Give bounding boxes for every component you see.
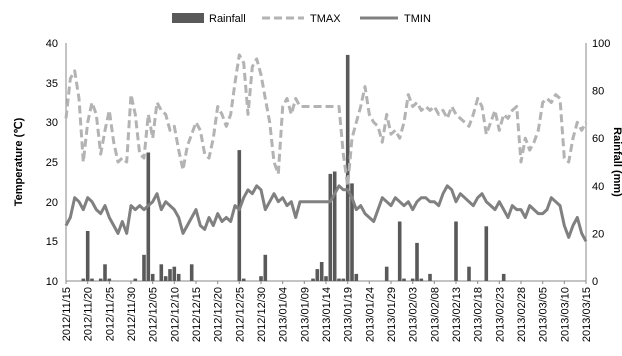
rainfall-bars	[81, 54, 506, 282]
right-tick-label: 20	[592, 228, 604, 240]
rainfall-bar	[484, 226, 489, 281]
legend-rainfall-swatch	[172, 13, 204, 23]
rainfall-bar	[328, 173, 333, 281]
x-tick-label: 2013/02/23	[494, 287, 506, 342]
x-tick-label: 2013/02/28	[516, 287, 528, 342]
x-tick-label: 2012/12/05	[148, 287, 160, 342]
rainfall-bar	[354, 273, 359, 281]
x-tick-label: 2013/01/19	[343, 287, 355, 342]
left-tick-label: 10	[46, 276, 58, 288]
rainfall-bar	[103, 264, 107, 281]
rainfall-bar	[428, 273, 432, 281]
rainfall-bar	[324, 276, 328, 281]
x-tick-label: 2012/12/25	[234, 287, 246, 342]
rainfall-bar	[159, 264, 164, 281]
x-tick-label: 2013/01/14	[321, 287, 333, 342]
right-tick-label: 40	[592, 181, 604, 193]
rainfall-bar	[332, 171, 337, 281]
left-tick-label: 30	[46, 117, 58, 129]
right-tick-label: 100	[592, 38, 610, 50]
tmax-line	[64, 53, 588, 188]
rainfall-bar	[415, 242, 419, 281]
rainfall-bar	[410, 278, 415, 281]
rainfall-bar	[90, 278, 94, 281]
rainfall-bar	[345, 54, 350, 282]
rainfall-bar	[402, 278, 406, 281]
rainfall-bar	[168, 269, 172, 281]
x-tick-label: 2013/02/03	[408, 287, 420, 342]
left-tick-label: 20	[46, 197, 58, 209]
legend: Rainfall TMAX TMIN	[172, 13, 431, 25]
legend-tmax-label: TMAX	[310, 13, 341, 25]
rainfall-bar	[311, 278, 315, 281]
x-tick-label: 2012/11/25	[104, 287, 116, 341]
right-tick-label: 0	[592, 276, 598, 288]
rainfall-bar	[467, 266, 471, 281]
right-axis-title: Rainfall (mm)	[611, 127, 622, 197]
x-tick-label: 2012/11/30	[126, 287, 138, 341]
x-tick-label: 2012/12/10	[169, 287, 181, 342]
right-tick-label: 80	[592, 86, 604, 98]
x-tick-label: 2013/01/24	[364, 287, 376, 342]
rainfall-bar	[397, 221, 402, 281]
rainfall-bar	[384, 266, 389, 281]
x-tick-label: 2013/02/08	[429, 287, 441, 342]
rainfall-bar	[107, 278, 112, 281]
rainfall-bar	[85, 231, 90, 281]
x-tick-labels: 2012/11/15 2012/11/20 2012/11/25 2012/11/30…	[61, 281, 593, 342]
x-tick-label: 2012/12/15	[191, 287, 203, 342]
rainfall-bar	[142, 254, 146, 281]
rainfall-bar	[146, 152, 151, 281]
rainfall-bar	[163, 276, 168, 281]
left-tick-label: 15	[46, 236, 58, 248]
x-tick-label: 2013/03/10	[559, 287, 571, 342]
rainfall-bar	[150, 273, 155, 281]
rainfall-bar	[337, 278, 341, 281]
rainfall-bar	[133, 278, 138, 281]
x-tick-label: 2013/02/13	[451, 287, 463, 342]
x-tick-label: 2013/02/18	[473, 287, 485, 342]
x-tick-label: 2012/11/20	[83, 287, 95, 341]
rainfall-bar	[237, 150, 242, 281]
rainfall-bar	[315, 269, 320, 281]
x-tick-label: 2012/11/15	[61, 287, 73, 341]
left-tick-label: 35	[46, 78, 58, 90]
rainfall-bar	[241, 278, 246, 281]
left-axis-title: Temperature (℃)	[13, 117, 25, 206]
tmin-line	[64, 184, 588, 243]
rainfall-bar	[319, 262, 324, 281]
x-tick-label: 2013/01/04	[278, 287, 290, 342]
temperature-lines	[64, 53, 588, 243]
rainfall-bar	[350, 183, 354, 281]
x-tick-label: 2012/12/20	[213, 287, 225, 342]
rainfall-bar	[263, 254, 268, 281]
right-y-axis: 0 20 40 60 80 100 Rainfall (mm)	[585, 38, 622, 288]
rainfall-bar	[454, 221, 458, 281]
left-tick-label: 25	[46, 157, 58, 169]
x-tick-label: 2013/01/09	[299, 287, 311, 342]
x-tick-label: 2013/01/29	[386, 287, 398, 342]
legend-tmin-label: TMIN	[404, 13, 431, 25]
rainfall-bar	[81, 278, 86, 281]
rainfall-bar	[98, 278, 103, 281]
rainfall-bar	[501, 273, 506, 281]
rainfall-bar	[172, 266, 177, 281]
legend-rainfall-label: Rainfall	[209, 13, 246, 25]
rainfall-bar	[419, 278, 424, 281]
rainfall-bar	[259, 276, 263, 281]
right-tick-label: 60	[592, 133, 604, 145]
x-tick-label: 2012/12/30	[256, 287, 268, 342]
x-tick-label: 2013/03/05	[538, 287, 550, 342]
left-y-axis: 10 15 20 25 30 35 40 Temperature (℃)	[13, 38, 67, 288]
x-tick-label: 2013/03/15	[581, 287, 593, 342]
left-tick-label: 40	[46, 38, 58, 50]
rainfall-bar	[341, 278, 346, 281]
rainfall-bar	[189, 264, 194, 281]
rainfall-bar	[176, 273, 181, 281]
